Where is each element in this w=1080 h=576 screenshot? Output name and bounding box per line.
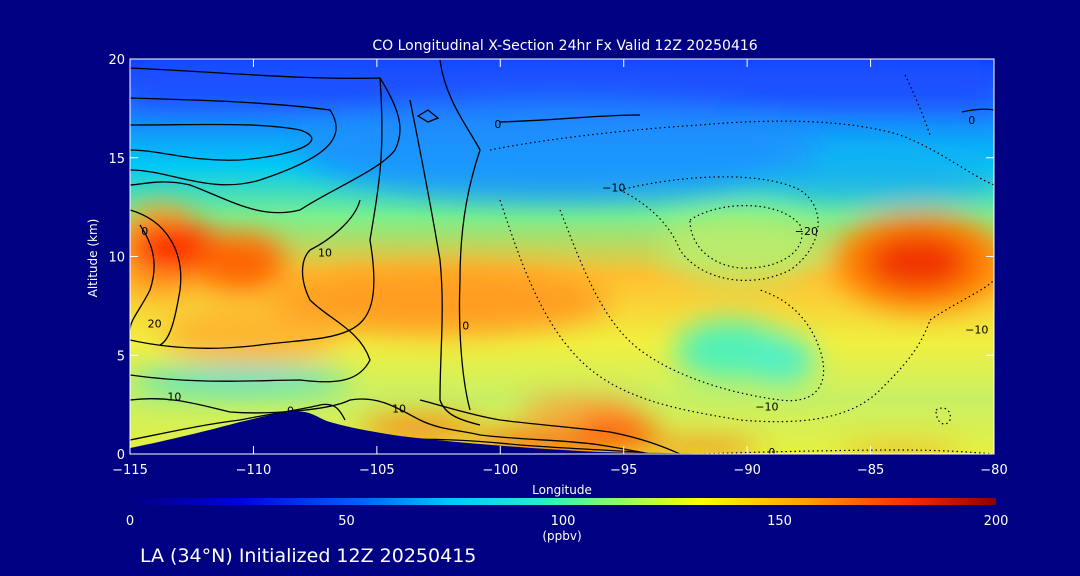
contour-line-dotted [929,279,994,321]
contour-line [416,109,440,123]
contour-line [130,123,313,161]
contour-lines-negative [489,74,994,454]
contour-label: 0 [768,446,775,459]
x-axis: −115 −110 −105 −100 −95 −90 −85 −80 [112,59,1008,478]
colorbar-tick-label: 200 [984,514,1009,529]
contour-line-dotted [935,407,951,425]
contour-label: 0 [462,320,469,333]
x-tick-label: −80 [980,463,1007,478]
contour-line [130,224,155,331]
colorbar-unit: (ppbv) [542,529,581,543]
contour-label: 0 [968,114,975,127]
contour-label: 0 [287,405,294,418]
contour-label: 0 [494,118,501,131]
x-axis-label: Longitude [532,483,592,497]
chart-title: CO Longitudinal X-Section 24hr Fx Valid … [372,38,757,54]
colorbar-tick-label: 100 [551,514,576,529]
contour-line-dotted [559,209,825,402]
contour-label: 0 [141,225,148,238]
contour-line-dotted [699,449,994,454]
colorbar-tick-label: 150 [767,514,792,529]
x-tick-label: −100 [482,463,518,478]
x-tick-label: −85 [857,463,884,478]
contour-label: 20 [148,318,162,331]
contour-labels: 0 20 10 0 10 10 0 0 −10 −20 −10 0 0 −10 [141,114,988,459]
x-tick-label: −115 [112,463,148,478]
colorbar [130,498,996,505]
y-tick-label: 20 [108,53,125,68]
y-tick-label: 0 [117,448,125,463]
contour-line [130,209,182,346]
contour-line [130,77,383,349]
contour-line [499,114,641,123]
contour-label: −10 [602,181,625,194]
contour-label: −20 [795,225,818,238]
colorbar-tick-label: 50 [338,514,355,529]
colorbar-ticks: 0 50 100 150 200 [126,514,1009,529]
x-tick-label: −95 [610,463,637,478]
contour-line [130,398,651,454]
terrain-mountains [130,411,994,454]
x-tick-label: −90 [733,463,760,478]
x-tick-label: −110 [236,463,272,478]
location-label: LA (34°N) Initialized 12Z 20250415 [140,545,476,567]
contour-line [130,199,371,383]
contour-label: 10 [318,247,332,260]
contour-label: 10 [167,391,181,404]
y-axis: 0 5 10 15 20 [108,53,994,463]
contour-line [409,99,481,426]
y-axis-label: Altitude (km) [86,219,100,298]
plot-area: 0 20 10 0 10 10 0 0 −10 −20 −10 0 0 −10 [130,59,994,459]
contour-line-dotted [619,176,819,281]
contour-line [419,399,681,454]
contour-line [439,59,481,411]
contour-line [130,97,337,186]
contour-line [130,403,346,441]
y-tick-label: 15 [108,152,125,167]
y-tick-label: 5 [117,349,125,364]
x-tick-label: −105 [359,463,395,478]
contour-line [961,108,994,113]
contour-label: −10 [965,324,988,337]
contour-label: −10 [755,401,778,414]
contour-label: 10 [392,403,406,416]
contour-lines [130,59,994,454]
y-tick-label: 10 [108,251,125,266]
colorbar-tick-label: 0 [126,514,134,529]
contour-line [130,67,401,214]
